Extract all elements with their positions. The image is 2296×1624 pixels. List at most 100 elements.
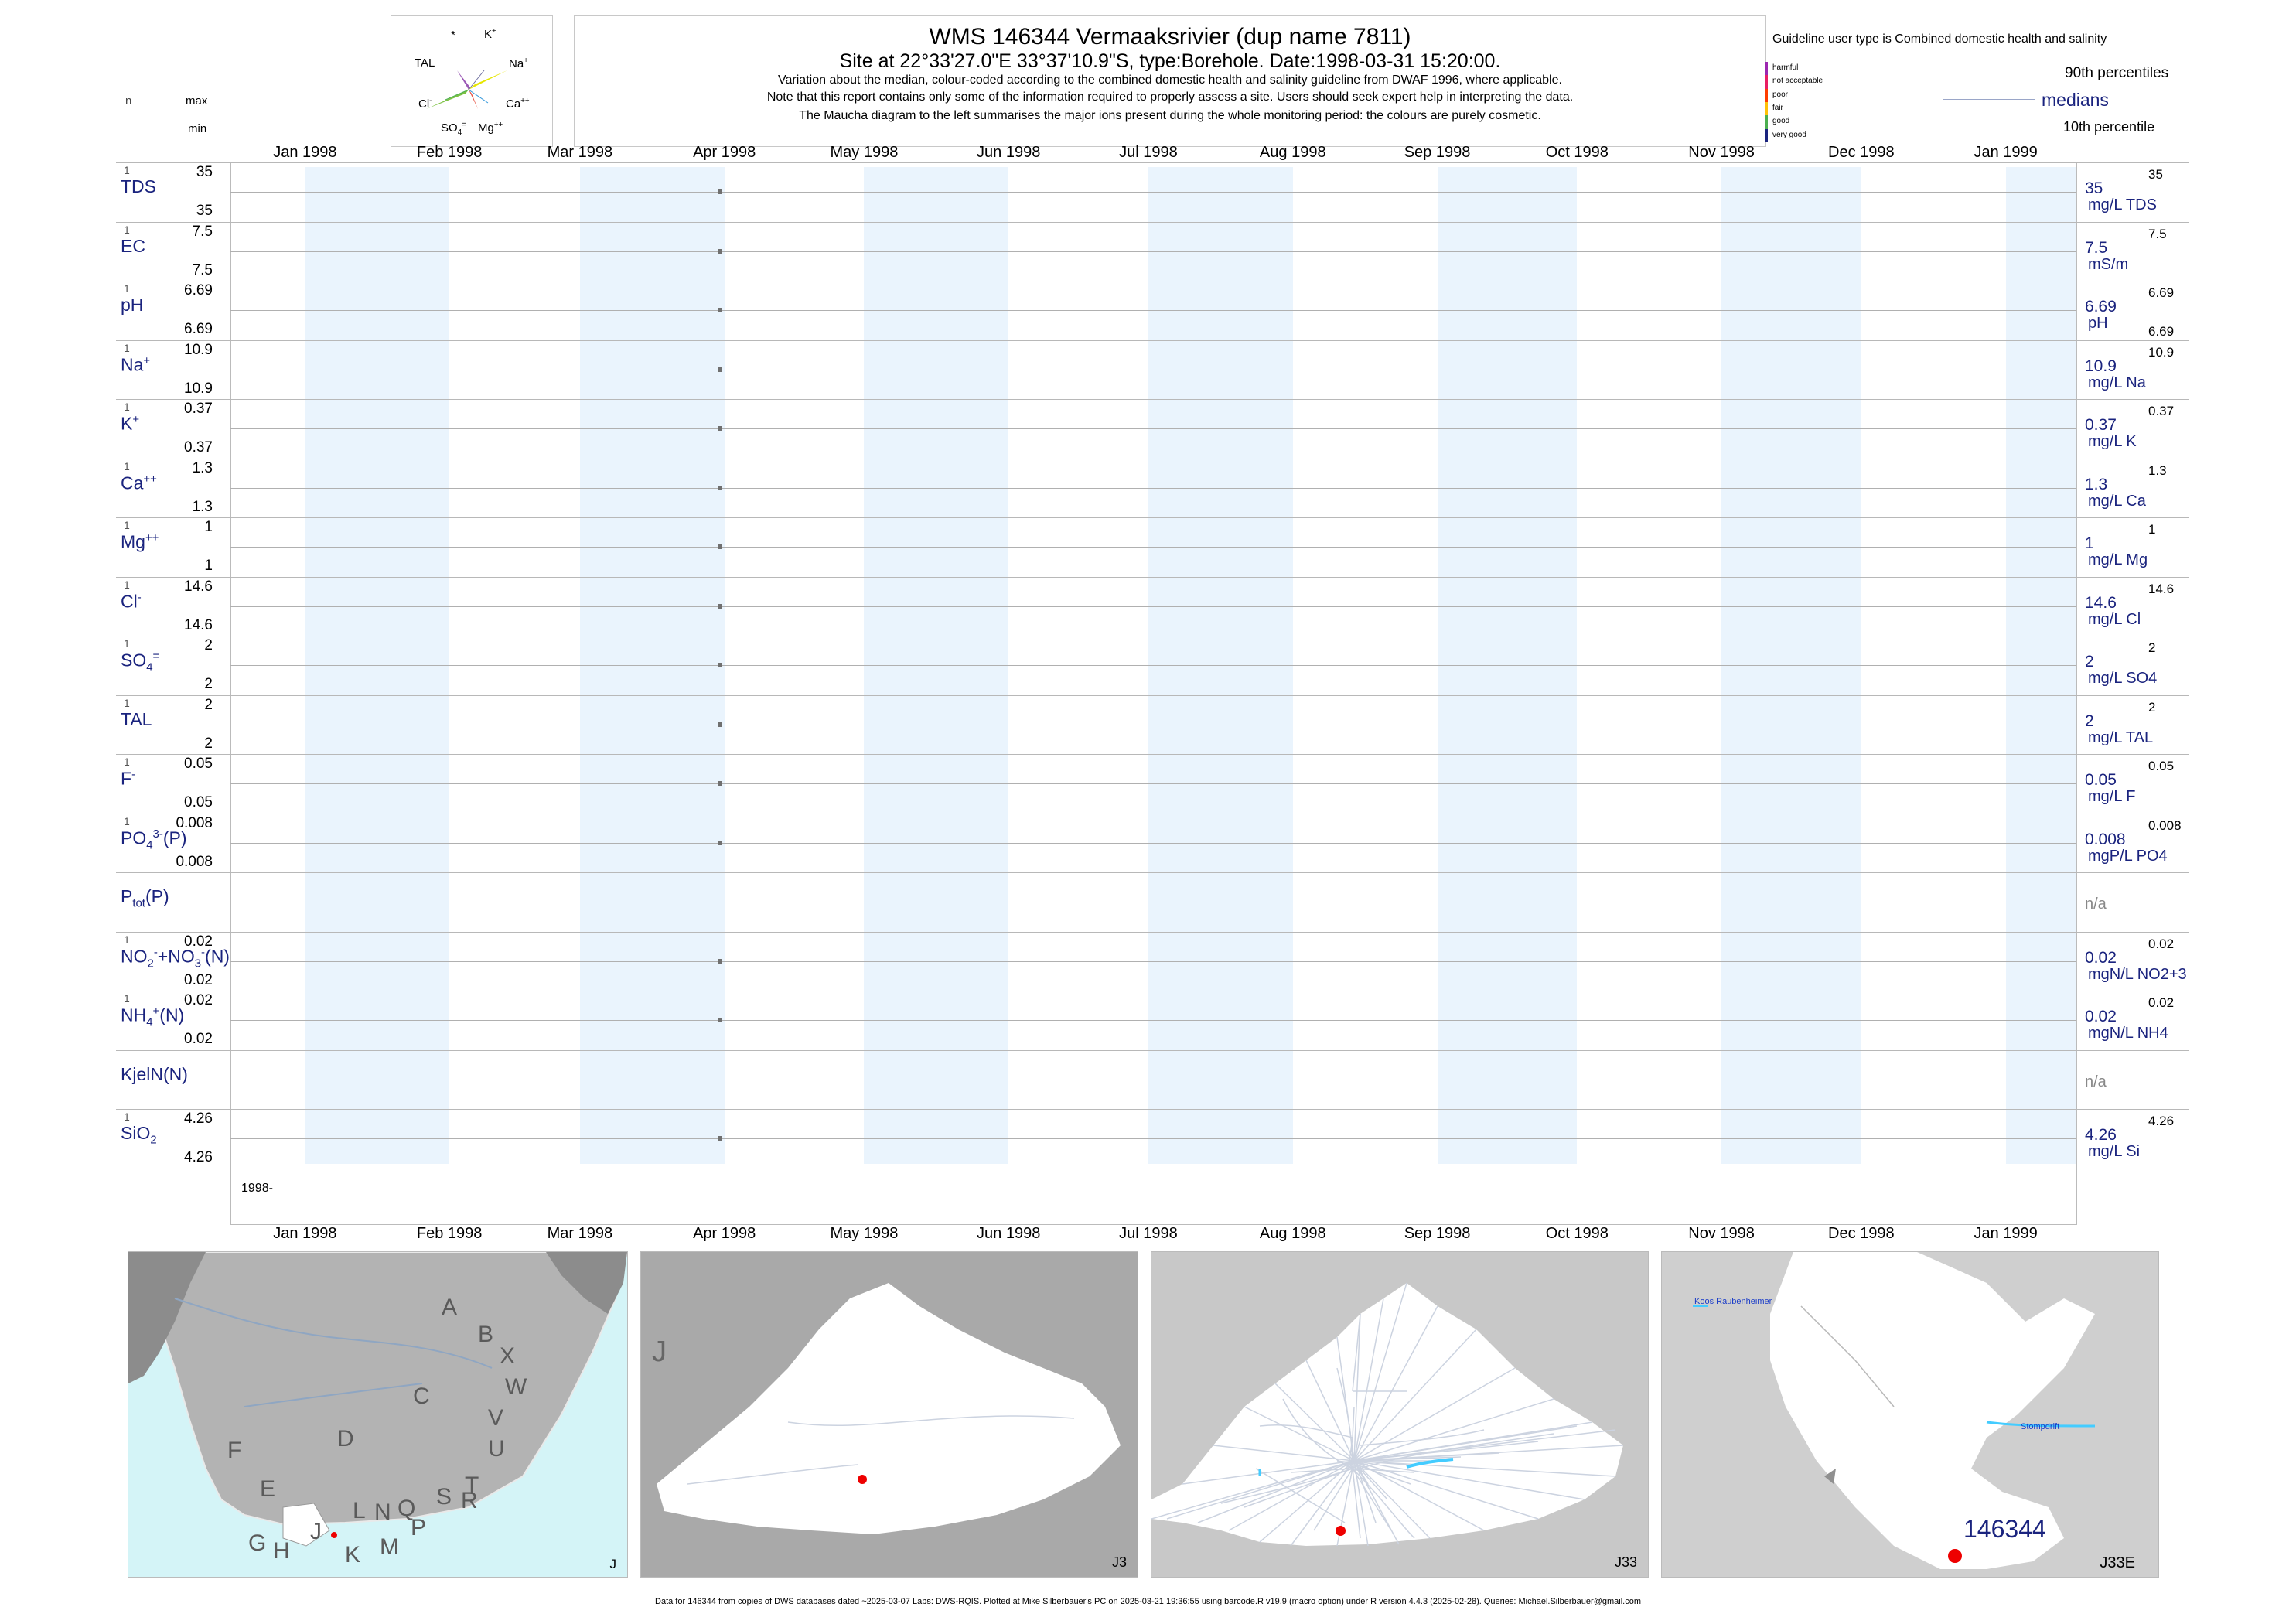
p90-po43p: 0.008 [2148,817,2182,833]
x-tick-bottom-6: Jul 1998 [1119,1225,1178,1242]
x-tick-top-0: Jan 1998 [273,144,337,161]
median-value-no2no3n: 0.02 [2085,948,2117,967]
unit-na: mg/L Na [2088,374,2146,391]
p90-no2no3n: 0.02 [2148,936,2175,951]
row-n-so4: 1 [124,637,130,650]
map2-corner-letter: J [652,1336,667,1368]
barcode-chart: Jan 1998 Jan 1998 Feb 1998 Feb 1998 Mar 1998… [116,144,2189,1242]
month-shade-0 [305,167,450,1164]
row-n-cl: 1 [124,578,130,591]
data-point-mg [717,544,722,550]
map1-region-P: P [411,1515,427,1540]
row-divider-ph [116,339,2189,341]
map1-region-J: J [310,1519,322,1544]
map1-region-G: G [248,1530,267,1556]
legend-p10: 10th percentile [2063,119,2155,135]
maucha-label-cl: Cl- [418,97,432,111]
row-divider-kjelnn [116,1109,2189,1110]
month-shade-6 [2005,167,2076,1164]
unit-po43p: mgP/L PO4 [2088,847,2168,865]
row-label-tds: TDS [121,176,156,196]
median-value-nh4n: 0.02 [2085,1008,2117,1025]
x-tick-bottom-0: Jan 1998 [273,1225,337,1242]
row-label-kjelnn: KjelN(N) [121,1063,188,1084]
unit-so4: mg/L SO4 [2088,670,2158,687]
guideline-colour-bar [1765,62,1768,142]
map4-place1: Koos Raubenheimer [1694,1297,1772,1306]
guideline-legend-labels: harmful not acceptable poor fair good very go… [1772,62,1888,145]
maucha-label-ca: Ca++ [506,97,530,111]
row-divider-po43p [116,872,2189,873]
row-label-no2no3n: NO2-+NO3-(N) [121,945,230,970]
left-header-n: n [125,94,132,107]
data-point-sio2 [717,1136,722,1141]
x-tick-bottom-9: Oct 1998 [1545,1225,1609,1242]
median-value-ph: 6.69 [2085,298,2117,316]
p90-ph: 6.69 [2148,285,2175,300]
x-tick-top-11: Dec 1998 [1828,144,1895,161]
p90-nh4n: 0.02 [2148,995,2175,1010]
row-min-ph: 6.69 [184,321,213,337]
row-max-cl: 14.6 [184,578,213,595]
data-point-tds [717,189,722,195]
row-min-sio2: 4.26 [184,1149,213,1165]
x-tick-bottom-10: Nov 1998 [1688,1225,1755,1242]
unit-f: mg/L F [2088,788,2136,805]
unit-sio2: mg/L Si [2088,1143,2141,1160]
median-line-nh4n [230,1020,2076,1022]
row-n-sio2: 1 [124,1111,130,1123]
map1-region-C: C [413,1383,430,1409]
row-n-k: 1 [124,401,130,413]
map4-site-dot [1948,1549,1962,1563]
legend-level-0: harmful [1772,63,1799,72]
row-max-so4: 2 [204,637,213,653]
month-shade-3 [1148,167,1293,1164]
row-max-nh4n: 0.02 [184,992,213,1008]
median-line-so4 [230,665,2076,667]
legend-colour-4 [1765,115,1768,129]
unit-ph: pH [2088,315,2108,332]
legend-medians: medians [2042,90,2109,110]
median-value-cl: 14.6 [2085,593,2117,612]
median-line-f [230,783,2076,785]
row-label-na: Na+ [121,353,151,375]
row-max-na: 10.9 [184,341,213,358]
row-n-mg: 1 [124,519,130,531]
map1-region-L: L [353,1498,366,1523]
legend-colour-3 [1765,102,1768,116]
median-value-ca: 1.3 [2085,475,2108,493]
map1-region-X: X [500,1343,516,1369]
median-value-ptotp: n/a [2085,896,2107,913]
maucha-label-k: K+ [484,27,496,41]
plot-frame [230,162,2077,1225]
row-n-ec: 1 [124,223,130,236]
row-min-mg: 1 [204,558,213,574]
unit-cl: mg/L Cl [2088,610,2141,628]
median-value-f: 0.05 [2085,771,2117,789]
row-min-f: 0.05 [184,794,213,810]
map1-region-U: U [488,1436,505,1462]
map4-label: J33E [2100,1554,2135,1571]
map1-site-dot [331,1532,337,1538]
x-tick-bottom-12: Jan 1999 [1974,1225,2038,1242]
row-divider-ca [116,517,2189,518]
header-note-1: Variation about the median, colour-coded… [778,73,1562,87]
unit-k: mg/L K [2088,433,2137,450]
row-max-no2no3n: 0.02 [184,933,213,950]
footer-credits: Data for 146344 from copies of DWS datab… [655,1597,1641,1606]
unit-ec: mS/m [2088,255,2129,273]
row-divider-top [116,162,2189,163]
unit-ca: mg/L Ca [2088,492,2146,510]
p90-so4: 2 [2148,640,2156,655]
row-min-nh4n: 0.02 [184,1031,213,1047]
row-label-ec: EC [121,235,145,256]
x-tick-bottom-8: Sep 1998 [1404,1225,1471,1242]
p90-cl: 14.6 [2148,581,2175,596]
data-point-so4 [717,663,722,668]
map1-region-Q: Q [397,1496,416,1521]
row-divider-na [116,399,2189,400]
header-note-2: Note that this report contains only some… [766,90,1574,104]
map1-region-B: B [478,1322,494,1347]
maucha-label-mg: Mg++ [478,121,503,135]
maucha-label-so4: SO4= [441,121,466,137]
